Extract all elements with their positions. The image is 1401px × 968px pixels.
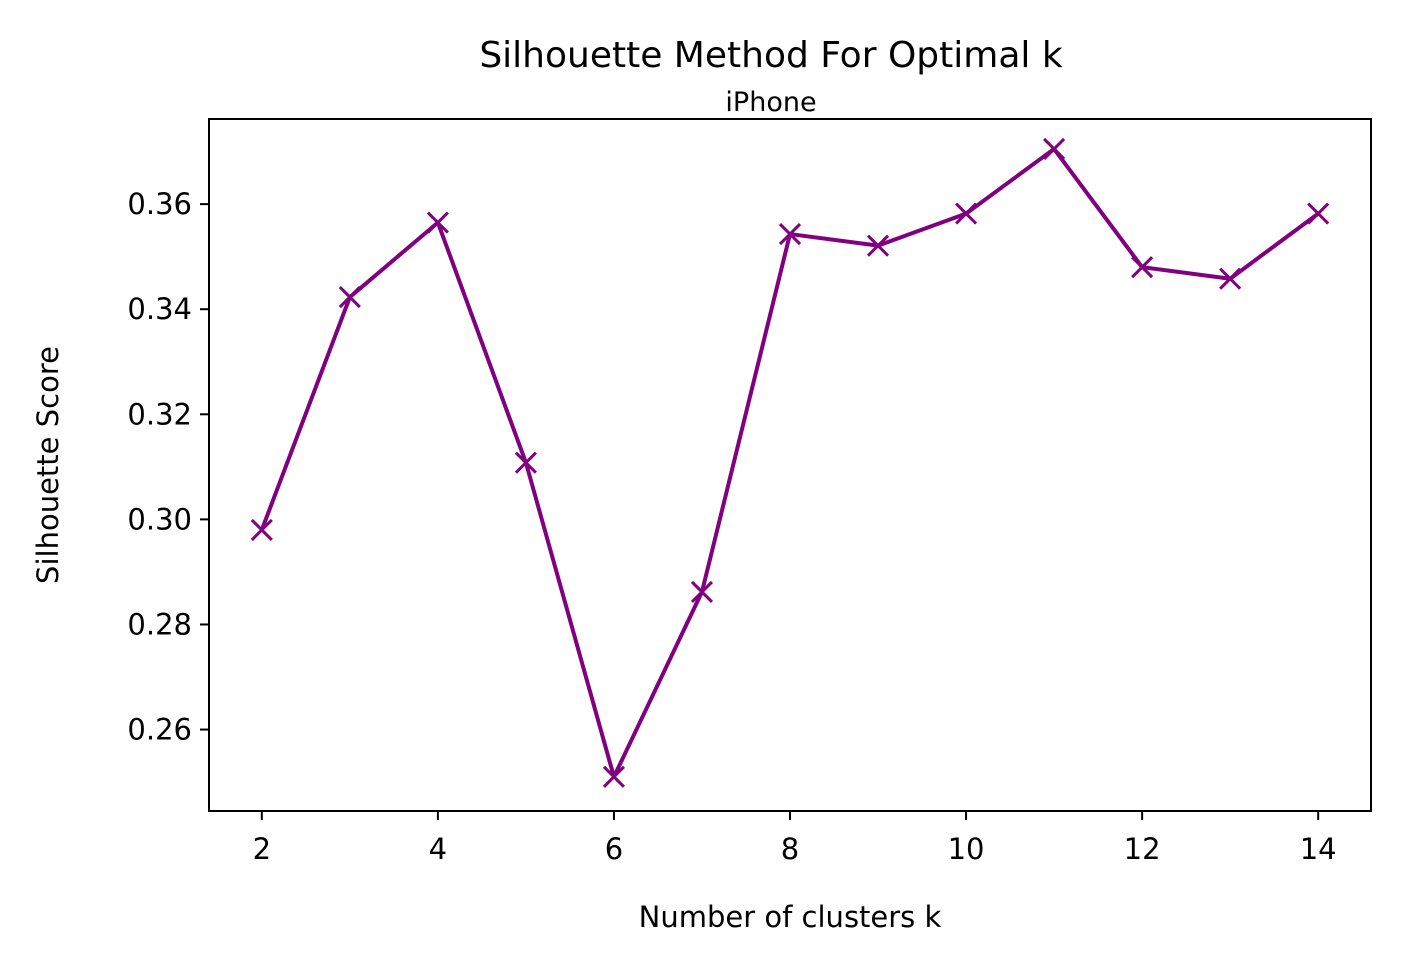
plot-area xyxy=(250,137,1330,788)
data-point-marker xyxy=(1307,202,1330,225)
data-point-marker xyxy=(602,765,626,788)
x-axis: 2 4 6 8 10 12 14 xyxy=(253,811,1337,866)
y-tick-label: 0.30 xyxy=(127,502,192,536)
data-point-marker xyxy=(1219,267,1242,290)
x-tick-label: 6 xyxy=(605,832,623,866)
data-point-marker xyxy=(250,518,273,541)
data-point-marker xyxy=(866,234,890,257)
axes-frame xyxy=(208,118,1372,812)
data-point-marker xyxy=(338,286,361,309)
x-tick-label: 14 xyxy=(1300,832,1337,866)
data-point-marker xyxy=(426,211,449,234)
x-tick-label: 4 xyxy=(429,832,447,866)
y-tick-label: 0.32 xyxy=(127,397,192,431)
y-axis: 0.26 0.28 0.30 0.32 0.34 0.36 xyxy=(127,187,209,747)
data-point-marker xyxy=(690,580,714,603)
x-tick-label: 12 xyxy=(1124,832,1161,866)
data-point-marker xyxy=(778,223,802,246)
y-axis-label: Silhouette Score xyxy=(31,346,65,584)
chart-subtitle: iPhone xyxy=(725,87,816,118)
data-point-marker xyxy=(1043,137,1066,161)
x-axis-label: Number of clusters k xyxy=(639,900,942,934)
y-tick-label: 0.36 xyxy=(127,187,192,221)
y-tick-label: 0.26 xyxy=(127,713,192,747)
data-point-marker xyxy=(514,451,537,474)
data-point-marker xyxy=(954,202,978,225)
x-tick-label: 8 xyxy=(781,832,799,866)
y-tick-label: 0.28 xyxy=(127,607,192,641)
data-point-marker xyxy=(1131,256,1154,279)
y-tick-label: 0.34 xyxy=(127,292,192,326)
x-tick-label: 2 xyxy=(253,832,271,866)
chart-title: Silhouette Method For Optimal k xyxy=(479,35,1063,76)
x-tick-label: 10 xyxy=(948,832,985,866)
